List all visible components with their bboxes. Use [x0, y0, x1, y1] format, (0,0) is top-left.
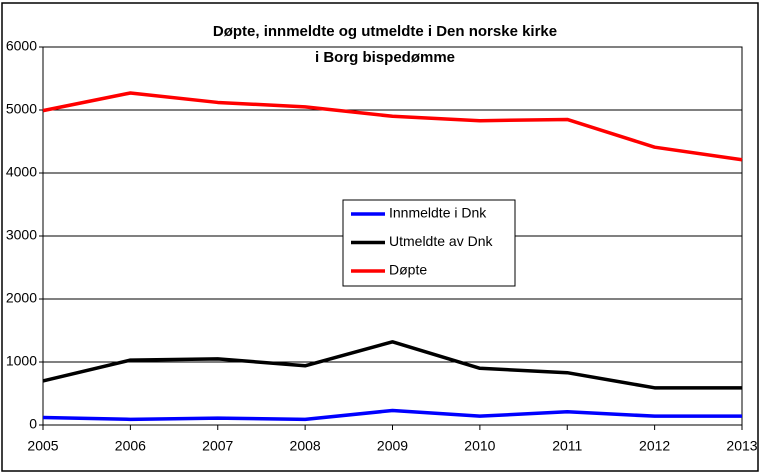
chart-title: Døpte, innmeldte og utmeldte i Den norsk…	[213, 23, 557, 40]
legend-label: Innmeldte i Dnk	[389, 205, 487, 221]
y-tick-label: 2000	[6, 290, 37, 306]
x-tick-label: 2010	[464, 438, 495, 454]
x-tick-label: 2009	[377, 438, 408, 454]
series-line	[42, 91, 743, 162]
x-tick-label: 2005	[27, 438, 58, 454]
x-tick-label: 2008	[290, 438, 321, 454]
x-tick-label: 2012	[639, 438, 670, 454]
x-tick-label: 2007	[202, 438, 233, 454]
y-tick-label: 3000	[6, 227, 37, 243]
x-tick-label: 2013	[726, 438, 757, 454]
legend-label: Utmeldte av Dnk	[389, 233, 493, 249]
y-tick-label: 0	[29, 416, 37, 432]
legend-label: Døpte	[389, 262, 427, 278]
series-line	[42, 340, 742, 390]
y-tick-label: 6000	[6, 38, 37, 54]
y-tick-label: 1000	[6, 353, 37, 369]
y-tick-label: 4000	[6, 164, 37, 180]
series-line	[42, 408, 742, 422]
chart-title: i Borg bispedømme	[315, 49, 455, 66]
x-tick-label: 2006	[115, 438, 146, 454]
y-tick-label: 5000	[6, 101, 37, 117]
x-tick-label: 2011	[552, 438, 582, 454]
